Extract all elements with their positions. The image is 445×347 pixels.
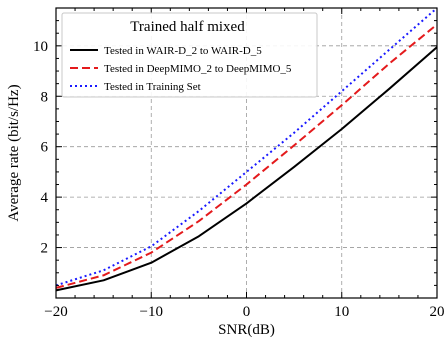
- series-line-3: [55, 7, 438, 287]
- y-tick-label: 10: [33, 39, 48, 55]
- legend-label-2: Tested in DeepMIMO_2 to DeepMIMO_5: [104, 63, 292, 75]
- series-lines: [55, 7, 438, 292]
- y-tick-label: 4: [41, 190, 49, 206]
- legend-label-3: Tested in Training Set: [104, 81, 201, 93]
- y-tick-label: 6: [41, 140, 49, 156]
- x-tick-label: −20: [44, 304, 67, 320]
- legend-entries: Tested in WAIR-D_2 to WAIR-D_5 Tested in …: [70, 45, 292, 93]
- x-tick-label: −10: [140, 304, 163, 320]
- legend: Trained half mixed Tested in WAIR-D_2 to…: [61, 12, 318, 98]
- series-line-2: [55, 23, 438, 289]
- y-axis-label: Average rate (bit/s/Hz): [6, 84, 22, 221]
- y-tick-label: 2: [41, 241, 49, 257]
- series-line-1: [55, 46, 438, 292]
- y-tick-label: 8: [41, 89, 49, 105]
- x-tick-label: 0: [243, 304, 251, 320]
- x-axis-label: SNR(dB): [218, 322, 275, 338]
- x-tick-label: 10: [334, 304, 349, 320]
- legend-label-1: Tested in WAIR-D_2 to WAIR-D_5: [104, 45, 262, 57]
- legend-title: Trained half mixed: [130, 19, 245, 35]
- legend-box: [61, 12, 318, 98]
- x-tick-label: 20: [430, 304, 445, 320]
- axis-ticks: −20 −10 0 10 20 2 4 6 8 10: [33, 7, 445, 320]
